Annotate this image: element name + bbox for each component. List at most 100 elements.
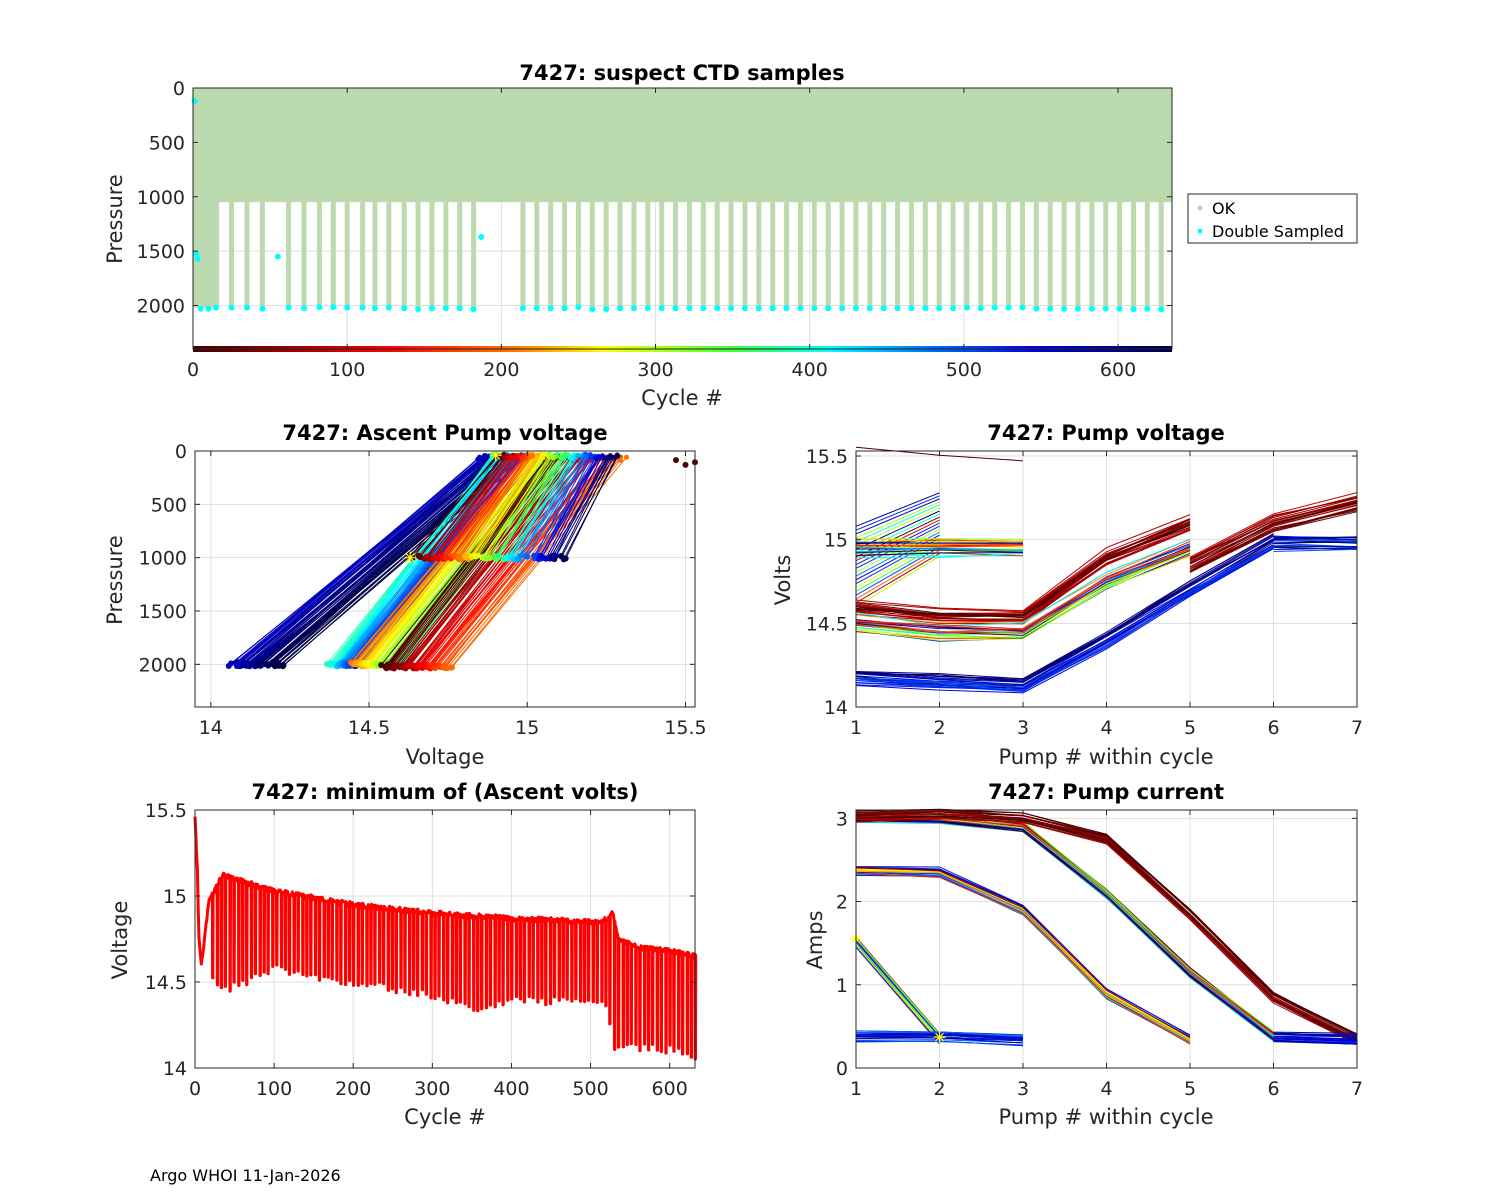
pump-series-line <box>855 495 940 531</box>
legend-box <box>1187 193 1358 244</box>
double-sampled-point <box>603 306 610 313</box>
pump-series-line <box>855 528 940 573</box>
double-sampled-point <box>401 305 408 312</box>
double-sampled-point <box>197 305 204 312</box>
x-tick-label: 300 <box>414 1078 450 1100</box>
double-sampled-point <box>755 305 762 312</box>
pump-series-line <box>855 946 940 1043</box>
ascent-point <box>477 454 483 460</box>
y-axis-label: Volts <box>771 555 795 606</box>
double-sampled-point <box>1088 305 1095 312</box>
ascent-profile-line <box>419 453 505 558</box>
double-sampled-point <box>589 306 596 313</box>
x-tick-label: 200 <box>335 1078 371 1100</box>
ascent-profile-line <box>390 457 553 666</box>
pump-series-line <box>1189 508 1358 573</box>
ascent-profile-line <box>426 455 508 558</box>
ascent-profile-line <box>498 453 567 557</box>
ok-profile-deep <box>797 88 803 309</box>
double-sampled-point <box>228 304 235 311</box>
ascent-profile-line <box>451 457 523 557</box>
y-tick-label: 0 <box>175 441 187 463</box>
x-tick-label: 300 <box>637 359 673 381</box>
star-marker <box>489 449 502 462</box>
chart-title: 7427: Ascent Pump voltage <box>282 421 607 445</box>
ascent-profile-line <box>515 454 585 560</box>
x-tick-label: 5 <box>1184 1078 1196 1100</box>
y-tick-label: 14.5 <box>806 613 848 635</box>
x-tick-label: 600 <box>652 1078 688 1100</box>
ascent-point <box>410 662 417 669</box>
ok-profile-deep <box>401 88 407 309</box>
axes-box <box>192 87 1173 350</box>
pump-series-line <box>855 817 1274 1038</box>
double-sampled-point <box>259 305 266 312</box>
y-tick-label: 15 <box>824 530 848 552</box>
y-tick-label: 1000 <box>139 548 187 570</box>
double-sampled-point <box>894 305 901 312</box>
ok-profile-deep <box>631 88 637 309</box>
pump-series-line <box>855 546 1191 632</box>
ascent-profile-line <box>241 455 486 666</box>
pump-series-line <box>855 501 940 539</box>
double-sampled-point <box>285 304 292 311</box>
pump-series-line <box>1273 1039 1358 1043</box>
pump-series-line <box>855 555 940 608</box>
double-sampled-point <box>811 305 818 312</box>
chart-min-ascent-volts: 7427: minimum of (Ascent volts) 0 100 200 3… <box>108 780 698 1129</box>
double-sampled-point <box>866 305 873 312</box>
outlier-point <box>682 461 689 468</box>
legend-marker-ok <box>1197 205 1203 211</box>
x-tick-label: 3 <box>1017 1078 1029 1100</box>
chart-pump-voltage: 7427: Pump voltage 1 2 3 4 5 6 7 14 14.5 15 15.5 P… <box>771 421 1363 769</box>
ascent-point <box>534 455 540 461</box>
ok-profile-deep <box>415 88 421 310</box>
pump-series-line <box>855 514 1191 612</box>
ascent-profile-line <box>534 455 596 559</box>
ok-profile-deep <box>686 88 692 309</box>
ok-profile-deep <box>1019 88 1025 308</box>
pump-series-line <box>855 818 1274 1038</box>
pump-series-line <box>855 945 940 1042</box>
y-axis-label: Amps <box>803 910 827 969</box>
double-sampled-point <box>456 305 463 312</box>
pump-series-line <box>855 813 1274 1034</box>
pump-series-line <box>855 942 940 1039</box>
y-tick-label: 14.5 <box>145 972 187 994</box>
pump-series-line <box>855 548 1274 694</box>
ascent-profile-line <box>495 456 558 560</box>
plot-area <box>850 808 1358 1047</box>
ascent-point <box>415 552 422 559</box>
double-sampled-point <box>797 305 804 312</box>
double-sampled-point <box>274 253 281 260</box>
ascent-point <box>588 454 594 460</box>
ascent-profile-line <box>441 458 609 668</box>
ascent-profile-line <box>553 457 612 560</box>
plot-area <box>193 816 698 1061</box>
x-tick-label: 14 <box>199 717 223 739</box>
x-tick-label: 14.5 <box>348 717 390 739</box>
x-tick-label: 5 <box>1184 717 1196 739</box>
pump-series-line <box>855 813 1274 1036</box>
ascent-profile-line <box>428 457 509 559</box>
double-sampled-point <box>194 255 201 262</box>
pump-series-line <box>855 812 1274 1034</box>
outlier-point <box>673 457 680 464</box>
pump-series-line <box>855 549 1024 554</box>
double-sampled-point <box>617 305 624 312</box>
ascent-profile-line <box>433 456 512 558</box>
pump-series-line <box>855 538 1274 683</box>
double-sampled-point <box>344 304 351 311</box>
pump-series-line <box>855 504 940 543</box>
double-sampled-point <box>1005 304 1012 311</box>
pump-series-line <box>1189 502 1358 568</box>
pump-series-line <box>855 524 1191 617</box>
ok-profile-deep <box>457 88 463 309</box>
ok-profile-deep <box>964 88 970 308</box>
ok-profile-deep <box>534 88 540 309</box>
ok-profile-deep <box>992 88 998 308</box>
ok-profile-deep <box>603 88 609 310</box>
ascent-profile-line <box>372 458 537 664</box>
